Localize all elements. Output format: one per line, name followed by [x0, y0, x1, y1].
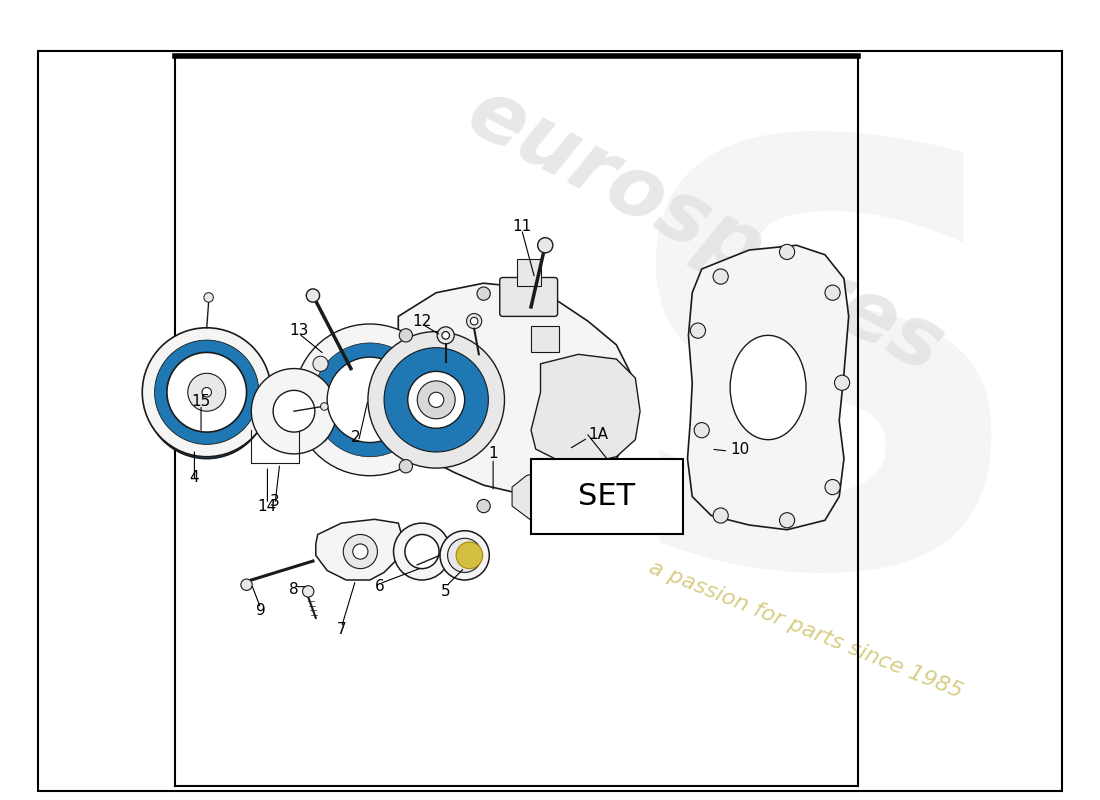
Circle shape: [142, 328, 272, 457]
Text: 1A: 1A: [587, 427, 608, 442]
Circle shape: [367, 331, 505, 468]
Text: 13: 13: [289, 323, 308, 338]
Circle shape: [312, 356, 328, 371]
Circle shape: [312, 343, 427, 457]
Bar: [531, 326, 560, 353]
Circle shape: [471, 318, 477, 325]
Circle shape: [466, 314, 482, 329]
FancyBboxPatch shape: [499, 278, 558, 316]
Circle shape: [399, 329, 412, 342]
Text: 3: 3: [271, 494, 279, 509]
Circle shape: [825, 285, 840, 300]
Text: 6: 6: [374, 579, 384, 594]
Circle shape: [409, 356, 425, 371]
Bar: [531, 458, 683, 534]
Text: 11: 11: [512, 219, 531, 234]
Text: SET: SET: [579, 482, 636, 511]
Circle shape: [691, 323, 705, 338]
Text: 8: 8: [289, 582, 299, 597]
Polygon shape: [513, 473, 579, 525]
Text: 9: 9: [256, 603, 266, 618]
Text: a passion for parts since 1985: a passion for parts since 1985: [647, 557, 966, 702]
Polygon shape: [531, 354, 640, 463]
Circle shape: [429, 392, 443, 407]
Circle shape: [353, 544, 367, 559]
Circle shape: [241, 579, 252, 590]
Circle shape: [306, 289, 320, 302]
Text: 1: 1: [488, 446, 498, 462]
Circle shape: [780, 513, 794, 528]
Text: 5: 5: [441, 584, 451, 599]
Circle shape: [405, 534, 439, 569]
Circle shape: [320, 402, 328, 410]
Circle shape: [302, 586, 313, 597]
Text: 14: 14: [257, 498, 277, 514]
Circle shape: [417, 381, 455, 419]
Circle shape: [713, 508, 728, 523]
Circle shape: [145, 335, 268, 458]
Text: eurospares: eurospares: [454, 71, 958, 390]
Ellipse shape: [730, 335, 806, 440]
Circle shape: [694, 422, 710, 438]
Circle shape: [167, 353, 246, 432]
Circle shape: [394, 523, 450, 580]
Circle shape: [327, 357, 412, 442]
Circle shape: [294, 324, 446, 476]
Circle shape: [155, 340, 258, 445]
Circle shape: [713, 269, 728, 284]
Circle shape: [456, 542, 483, 569]
Circle shape: [399, 459, 412, 473]
Text: 2: 2: [351, 430, 361, 446]
Circle shape: [409, 427, 425, 442]
Circle shape: [835, 375, 849, 390]
Circle shape: [440, 530, 490, 580]
Circle shape: [188, 374, 226, 411]
Circle shape: [448, 538, 482, 573]
Circle shape: [343, 534, 377, 569]
Circle shape: [312, 427, 328, 442]
Circle shape: [541, 494, 554, 508]
Circle shape: [477, 287, 491, 300]
Text: 7: 7: [337, 622, 346, 637]
Text: S: S: [614, 122, 1034, 686]
Circle shape: [408, 371, 464, 428]
Bar: [517, 259, 540, 286]
Circle shape: [477, 499, 491, 513]
Polygon shape: [316, 519, 403, 580]
Polygon shape: [688, 246, 849, 530]
Circle shape: [442, 331, 450, 339]
Text: 10: 10: [730, 442, 749, 457]
Text: 12: 12: [412, 314, 431, 329]
Circle shape: [437, 327, 454, 344]
Circle shape: [384, 348, 488, 452]
Circle shape: [251, 369, 337, 454]
Circle shape: [202, 387, 211, 397]
Circle shape: [273, 390, 315, 432]
Circle shape: [538, 238, 553, 253]
Circle shape: [825, 479, 840, 494]
Circle shape: [204, 293, 213, 302]
Polygon shape: [387, 283, 636, 494]
Text: 4: 4: [189, 470, 199, 485]
Circle shape: [780, 244, 794, 259]
Text: 15: 15: [191, 394, 211, 410]
